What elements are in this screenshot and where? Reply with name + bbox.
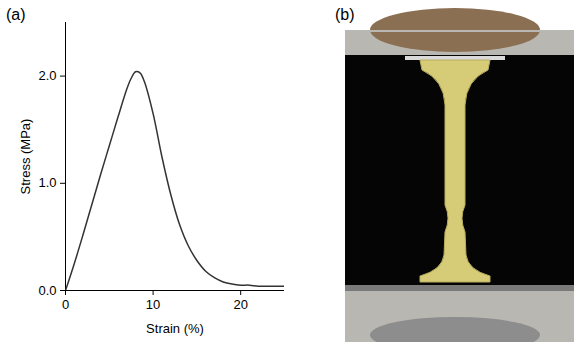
svg-text:0.0: 0.0: [38, 283, 56, 298]
svg-text:1.0: 1.0: [38, 175, 56, 190]
svg-text:0: 0: [62, 297, 69, 312]
html-text:(b): (b): [335, 6, 355, 23]
svg-text:2.0: 2.0: [38, 68, 56, 83]
html-text:(a): (a): [6, 6, 26, 23]
svg-text:Stress (MPa): Stress (MPa): [18, 119, 33, 195]
svg-text:10: 10: [146, 297, 160, 312]
svg-text:Strain (%): Strain (%): [146, 321, 204, 336]
svg-text:20: 20: [233, 297, 247, 312]
